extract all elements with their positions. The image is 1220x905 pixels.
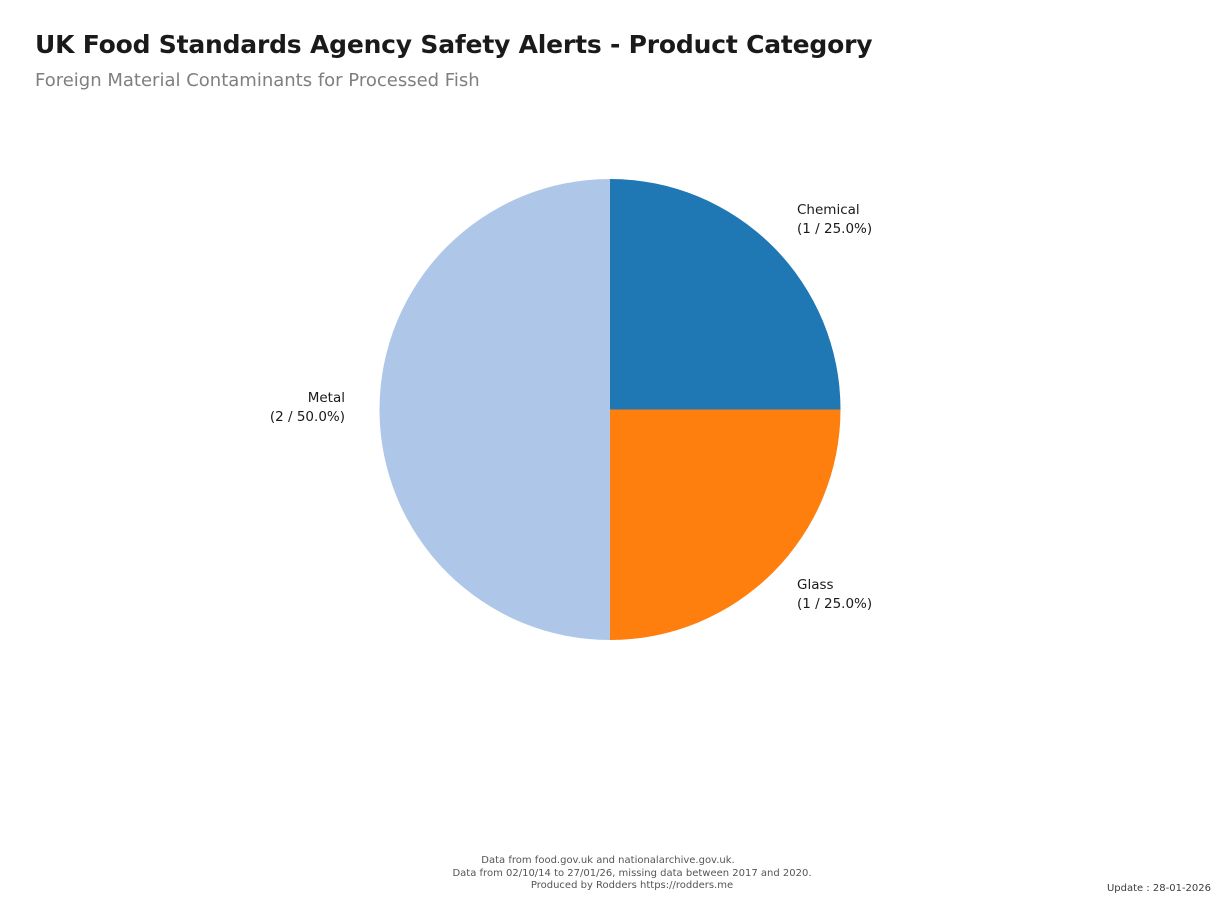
pie-label-metal-name: Metal bbox=[307, 390, 345, 406]
pie-slice-metal bbox=[379, 179, 610, 640]
footer-daterange-line: Data from 02/10/14 to 27/01/26, missing … bbox=[452, 867, 812, 879]
pie-slices-group bbox=[379, 179, 841, 640]
pie-slice-glass bbox=[610, 409, 841, 640]
update-date: Update : 28-01-2026 bbox=[1106, 883, 1211, 894]
pie-label-chemical-name: Chemical bbox=[797, 202, 860, 218]
chart-title: UK Food Standards Agency Safety Alerts -… bbox=[35, 30, 873, 59]
pie-label-glass-name: Glass bbox=[797, 577, 834, 593]
footer-source-line: Data from food.gov.uk and nationalarchiv… bbox=[481, 855, 735, 866]
footer-credit-line: Produced by Rodders https://rodders.me bbox=[530, 880, 734, 891]
pie-label-glass: Glass (1 / 25.0%) bbox=[797, 576, 872, 614]
pie-label-glass-detail: (1 / 25.0%) bbox=[797, 596, 873, 612]
chart-subtitle: Foreign Material Contaminants for Proces… bbox=[35, 70, 480, 91]
pie-label-chemical: Chemical (1 / 25.0%) bbox=[797, 201, 872, 239]
pie-slice-chemical bbox=[610, 179, 841, 410]
pie-label-metal: Metal (2 / 50.0%) bbox=[270, 389, 345, 427]
pie-label-metal-detail: (2 / 50.0%) bbox=[269, 409, 345, 425]
pie-label-chemical-detail: (1 / 25.0%) bbox=[797, 221, 873, 237]
